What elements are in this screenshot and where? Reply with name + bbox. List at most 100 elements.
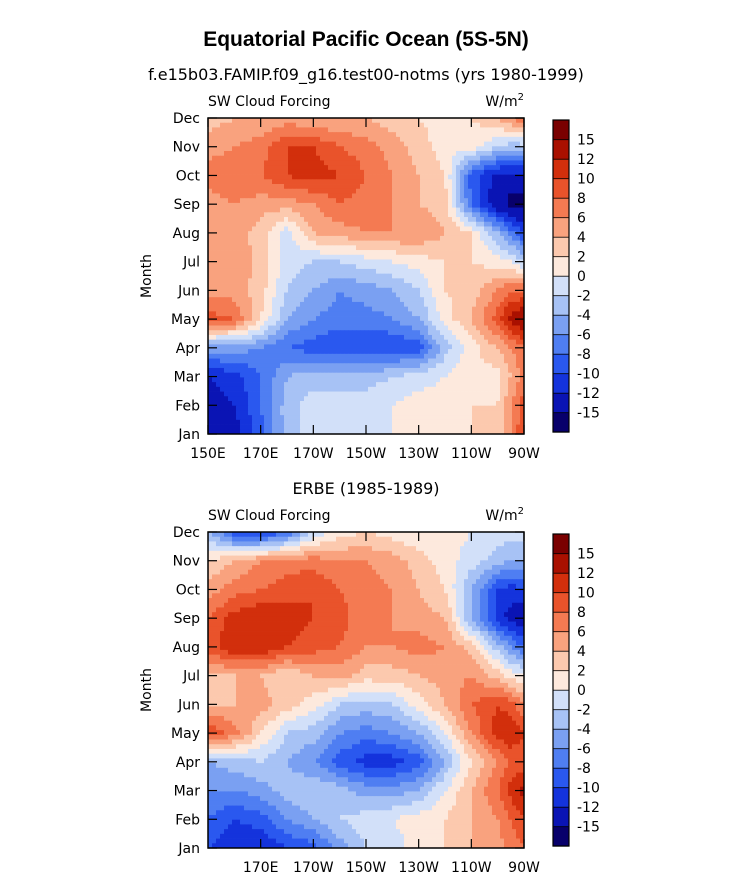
field-cell (420, 207, 425, 213)
field-cell (252, 268, 257, 274)
field-cell (388, 202, 393, 208)
field-cell (444, 297, 449, 303)
field-cell (412, 396, 417, 402)
field-cell (456, 217, 461, 223)
field-cell (360, 198, 365, 204)
field-cell (456, 226, 461, 232)
field-cell (332, 235, 337, 241)
field-cell (476, 250, 481, 256)
field-cell (476, 339, 481, 345)
field-cell (220, 151, 225, 157)
field-cell (244, 250, 249, 256)
field-cell (504, 353, 509, 359)
field-cell (436, 410, 441, 416)
field-cell (352, 311, 357, 317)
field-cell (264, 367, 269, 374)
field-cell (396, 320, 401, 326)
field-cell (488, 382, 493, 388)
field-cell (288, 334, 293, 341)
field-cell (348, 160, 353, 166)
field-cell (228, 179, 233, 185)
field-cell (296, 174, 301, 180)
field-cell (496, 179, 501, 185)
field-cell (472, 193, 477, 199)
field-cell (500, 231, 505, 237)
field-cell (492, 141, 497, 147)
field-cell (272, 367, 277, 374)
field-cell (380, 358, 385, 364)
field-cell (360, 268, 365, 274)
field-cell (520, 231, 525, 237)
field-cell (400, 245, 405, 251)
field-cell (388, 207, 393, 213)
field-cell (500, 344, 505, 350)
field-cell (496, 358, 501, 364)
field-cell (484, 240, 489, 246)
field-cell (356, 250, 361, 256)
field-cell (364, 174, 369, 180)
field-cell (340, 151, 345, 157)
field-cell (236, 160, 241, 166)
field-cell (356, 226, 361, 232)
field-cell (220, 146, 225, 152)
field-cell (300, 363, 305, 369)
field-cell (428, 353, 433, 359)
field-cell (488, 377, 493, 383)
field-cell (216, 188, 221, 194)
field-cell (392, 344, 397, 350)
field-cell (316, 226, 321, 232)
field-cell (236, 188, 241, 194)
field-cell (404, 396, 409, 402)
field-cell (332, 212, 337, 218)
field-cell (308, 325, 313, 331)
field-cell (408, 174, 413, 180)
field-cell (368, 184, 373, 190)
field-cell (228, 151, 233, 157)
field-cell (372, 349, 377, 355)
field-cell (496, 325, 501, 331)
field-cell (292, 155, 297, 161)
field-cell (484, 391, 489, 397)
field-cell (208, 245, 213, 251)
field-cell (448, 202, 453, 208)
field-cell (384, 250, 389, 256)
field-cell (220, 339, 225, 345)
field-cell (480, 250, 485, 256)
field-cell (364, 410, 369, 416)
field-cell (320, 118, 325, 124)
field-cell (212, 146, 217, 152)
field-cell (220, 415, 225, 421)
field-cell (312, 273, 317, 279)
field-cell (328, 363, 333, 369)
field-cell (408, 382, 413, 388)
field-cell (488, 141, 493, 147)
field-cell (320, 287, 325, 293)
field-cell (348, 339, 353, 345)
field-cell (348, 155, 353, 161)
field-cell (256, 250, 261, 256)
field-cell (460, 344, 465, 350)
field-cell (368, 141, 373, 147)
field-cell (320, 165, 325, 171)
field-cell (492, 193, 497, 199)
field-cell (400, 325, 405, 331)
field-cell (412, 231, 417, 237)
field-cell (364, 306, 369, 312)
field-cell (208, 372, 213, 378)
field-cell (420, 330, 425, 336)
field-cell (244, 334, 249, 341)
field-cell (460, 226, 465, 232)
field-cell (268, 283, 273, 289)
field-cell (496, 165, 501, 171)
field-cell (372, 254, 377, 260)
field-cell (296, 386, 301, 392)
field-cell (436, 330, 441, 336)
field-cell (352, 273, 357, 279)
field-cell (444, 259, 449, 265)
field-cell (360, 193, 365, 199)
field-cell (356, 283, 361, 289)
field-cell (292, 221, 297, 227)
field-cell (352, 212, 357, 218)
field-cell (252, 391, 257, 397)
field-cell (460, 231, 465, 237)
